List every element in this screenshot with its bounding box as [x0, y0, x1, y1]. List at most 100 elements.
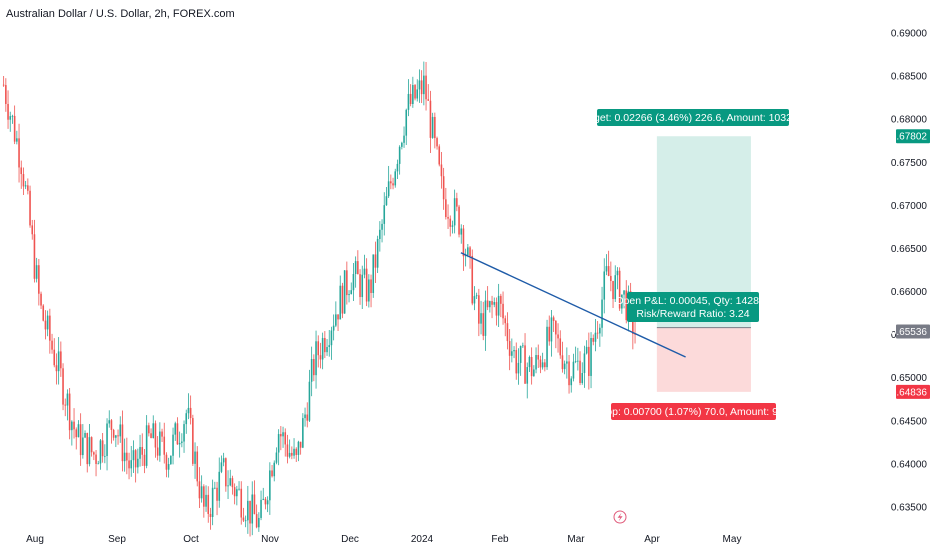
candle [508, 328, 511, 371]
candle [31, 219, 34, 240]
candle [108, 410, 111, 428]
candle [97, 460, 100, 465]
candle [297, 440, 300, 462]
candle [599, 323, 601, 347]
candle [275, 447, 278, 465]
candle [557, 323, 559, 353]
candle [478, 288, 480, 337]
candle [504, 315, 507, 337]
candle [513, 346, 515, 359]
loss-zone[interactable] [656, 327, 751, 392]
candle [231, 475, 234, 495]
candle [112, 428, 115, 441]
x-tick-label: Dec [341, 534, 359, 545]
candle [416, 79, 419, 102]
candle [110, 419, 113, 444]
x-tick-label: Aug [26, 534, 44, 545]
candle [117, 429, 119, 445]
candle [431, 112, 434, 139]
candle [544, 359, 546, 372]
candle [196, 446, 199, 487]
candle [423, 61, 425, 106]
target-label: Target: 0.02266 (3.46%) 226.6, Amount: 1… [579, 109, 807, 126]
svg-text:Open P&L: 0.00045, Qty: 142857: Open P&L: 0.00045, Qty: 142857 [615, 295, 770, 307]
x-tick-label: May [723, 534, 742, 545]
candle [167, 457, 170, 478]
x-tick-label: Nov [261, 534, 279, 545]
candle [51, 333, 53, 354]
candle [53, 338, 56, 368]
candle [148, 422, 150, 437]
candle [326, 338, 328, 356]
candle [115, 434, 117, 448]
candle [592, 334, 595, 346]
candle [570, 376, 573, 393]
candle [284, 428, 287, 457]
candle [482, 301, 485, 341]
candle [27, 178, 29, 195]
candle [24, 180, 27, 190]
candle [456, 192, 458, 212]
candle [251, 481, 254, 536]
candle [396, 159, 399, 179]
candle [9, 111, 12, 132]
candle [49, 308, 51, 354]
candle [159, 422, 161, 462]
x-tick-label: Feb [491, 534, 509, 545]
candle [359, 269, 361, 305]
candle [414, 84, 416, 101]
candle [119, 416, 122, 443]
candle [143, 449, 146, 474]
candle [429, 90, 432, 154]
candle [77, 420, 80, 438]
candle [539, 355, 542, 374]
candle [449, 215, 452, 237]
candle [95, 449, 97, 477]
candle [82, 424, 84, 459]
candle [596, 321, 599, 339]
candle [88, 424, 91, 467]
candle [214, 481, 216, 490]
candle [337, 314, 339, 331]
candle [475, 292, 478, 299]
candle [634, 319, 636, 344]
y-tick-label: 0.67000 [891, 201, 928, 212]
candle [321, 332, 324, 370]
candle [176, 417, 179, 445]
candle [240, 481, 243, 525]
candle [299, 441, 302, 455]
trendline[interactable] [460, 252, 686, 358]
candle [618, 267, 621, 311]
candle [38, 258, 40, 306]
candle [451, 220, 454, 234]
candle [319, 342, 322, 369]
lightning-icon[interactable] [613, 510, 627, 524]
svg-text:0.64836: 0.64836 [891, 387, 928, 398]
y-tick-label: 0.67500 [891, 158, 928, 169]
svg-text:Risk/Reward Ratio: 3.24: Risk/Reward Ratio: 3.24 [636, 308, 749, 320]
candle [258, 512, 260, 532]
candle [607, 250, 610, 277]
candle [328, 330, 331, 357]
x-tick-label: Apr [644, 534, 660, 545]
candle [255, 504, 258, 529]
candle [304, 407, 306, 427]
stop-price-badge: 0.64836 [891, 384, 930, 399]
candle [71, 420, 73, 446]
candle [106, 418, 108, 471]
candle [181, 433, 183, 448]
candle [236, 485, 238, 506]
candle [394, 168, 397, 188]
candle [502, 291, 504, 325]
candle [365, 258, 368, 307]
candle [44, 310, 47, 340]
candle [458, 204, 460, 238]
candle [282, 426, 284, 448]
candle [139, 434, 141, 467]
candle [46, 310, 49, 337]
candle [623, 290, 625, 309]
candle [156, 436, 159, 461]
candle [123, 438, 126, 472]
x-tick-label: Mar [567, 534, 585, 545]
